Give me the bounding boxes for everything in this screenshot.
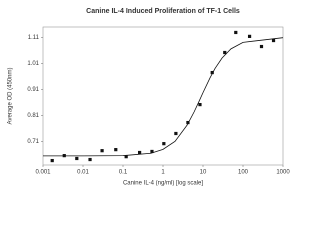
data-point xyxy=(174,131,178,136)
y-tick-label: 0.71 xyxy=(27,139,39,145)
data-point xyxy=(114,148,118,152)
data-point xyxy=(124,155,128,159)
data-point xyxy=(186,120,190,125)
x-axis-label: Canine IL-4 (ng/ml) [log scale] xyxy=(123,181,203,187)
x-tick-label: 0.01 xyxy=(77,170,89,176)
data-point xyxy=(198,102,202,107)
y-tick-label: 1.11 xyxy=(28,35,40,41)
data-point xyxy=(234,30,238,35)
y-tick-label: 0.91 xyxy=(27,87,39,93)
x-tick-label: 0.1 xyxy=(119,170,128,176)
data-point xyxy=(247,34,252,38)
chart-title: Canine IL-4 Induced Proliferation of TF-… xyxy=(86,8,240,15)
y-axis-label: Average OD (450nm) xyxy=(8,68,14,125)
data-point xyxy=(100,149,104,153)
x-tick-label: 100 xyxy=(238,170,249,176)
data-point xyxy=(162,142,166,146)
data-point xyxy=(50,158,54,163)
data-point xyxy=(75,156,79,161)
x-tick-label: 10 xyxy=(200,170,207,176)
y-tick-label: 1.01 xyxy=(27,61,39,67)
data-point xyxy=(271,38,276,43)
data-point xyxy=(210,70,214,75)
x-tick-label: 1 xyxy=(161,170,165,176)
data-point xyxy=(137,150,142,155)
x-tick-label: 1000 xyxy=(276,170,290,176)
data-point xyxy=(88,157,92,162)
fit-curve xyxy=(43,37,284,157)
data-point xyxy=(259,44,264,49)
data-point xyxy=(223,50,227,55)
data-point xyxy=(62,154,66,158)
data-point xyxy=(150,149,154,154)
x-tick-label: 0.001 xyxy=(35,170,51,176)
chart: Canine IL-4 Induced Proliferation of TF-… xyxy=(8,8,291,187)
y-tick-label: 0.81 xyxy=(27,113,39,119)
